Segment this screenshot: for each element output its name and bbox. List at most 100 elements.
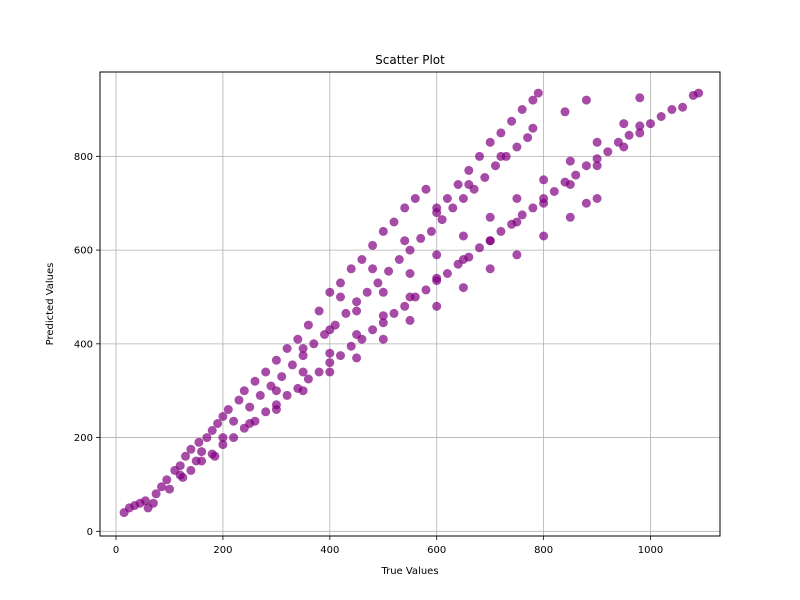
- data-point: [346, 341, 356, 351]
- data-point: [464, 180, 474, 189]
- data-point: [517, 210, 527, 220]
- data-point: [207, 426, 217, 435]
- data-point: [309, 339, 319, 349]
- data-point: [157, 482, 166, 492]
- data-point: [368, 240, 378, 250]
- data-point: [603, 147, 613, 157]
- data-point: [314, 306, 324, 316]
- data-point: [405, 269, 415, 278]
- data-point: [656, 112, 666, 121]
- data-point: [560, 107, 570, 117]
- data-points: [119, 88, 704, 518]
- data-point: [581, 161, 591, 171]
- data-point: [303, 374, 313, 384]
- data-point: [528, 123, 538, 133]
- data-point: [437, 215, 447, 225]
- y-tick-label: 0: [87, 527, 93, 538]
- data-point: [442, 194, 452, 203]
- data-point: [410, 194, 420, 203]
- data-point: [298, 344, 308, 353]
- data-point: [571, 170, 581, 180]
- data-point: [458, 194, 468, 203]
- data-point: [325, 325, 335, 335]
- data-point: [162, 475, 172, 485]
- y-axis-label: Predicted Values: [45, 263, 56, 346]
- data-point: [261, 407, 271, 417]
- data-point: [151, 489, 161, 499]
- data-point: [549, 187, 559, 196]
- data-point: [325, 367, 335, 377]
- data-point: [194, 437, 204, 447]
- data-point: [229, 416, 239, 426]
- data-point: [346, 264, 356, 274]
- data-point: [314, 367, 324, 377]
- data-point: [271, 405, 281, 414]
- data-point: [485, 212, 495, 222]
- data-point: [207, 449, 217, 459]
- y-tick-label: 600: [74, 246, 93, 257]
- data-point: [421, 184, 431, 194]
- data-point: [175, 470, 185, 480]
- data-point: [432, 208, 442, 218]
- data-point: [298, 367, 308, 377]
- data-point: [528, 95, 538, 105]
- y-tick-label: 400: [74, 339, 93, 350]
- data-point: [213, 419, 223, 428]
- data-point: [140, 496, 150, 506]
- data-point: [592, 194, 602, 203]
- data-point: [565, 156, 575, 166]
- data-point: [491, 161, 500, 171]
- data-point: [539, 175, 549, 185]
- data-point: [261, 367, 271, 377]
- data-point: [400, 236, 410, 246]
- data-point: [298, 351, 308, 361]
- data-point: [378, 287, 388, 297]
- data-point: [416, 233, 426, 243]
- data-point: [496, 226, 506, 236]
- data-point: [148, 498, 158, 508]
- data-point: [368, 325, 378, 335]
- data-point: [197, 456, 207, 466]
- data-point: [432, 250, 442, 260]
- data-point: [635, 121, 645, 131]
- data-point: [352, 297, 362, 307]
- axis-ticks: 0 200 400 600 800 1000 0 200 400 600 800: [74, 152, 663, 556]
- data-point: [405, 292, 415, 302]
- data-point: [539, 198, 549, 208]
- data-point: [485, 137, 495, 147]
- data-point: [352, 353, 362, 363]
- data-point: [186, 444, 196, 454]
- data-point: [325, 348, 335, 358]
- x-tick-label: 1000: [638, 545, 663, 556]
- data-point: [234, 395, 244, 405]
- data-point: [592, 161, 602, 171]
- data-point: [432, 273, 442, 283]
- data-point: [389, 308, 399, 318]
- data-point: [250, 376, 260, 386]
- data-point: [496, 128, 506, 138]
- data-point: [592, 137, 602, 147]
- data-point: [368, 264, 378, 274]
- data-point: [458, 283, 468, 293]
- data-point: [448, 203, 458, 213]
- data-point: [394, 255, 404, 264]
- y-tick-label: 800: [74, 152, 93, 163]
- x-tick-label: 200: [213, 545, 232, 556]
- data-point: [581, 95, 591, 105]
- data-point: [405, 315, 415, 325]
- data-point: [512, 142, 522, 152]
- data-point: [619, 119, 629, 129]
- data-point: [458, 231, 468, 241]
- data-point: [400, 301, 410, 311]
- data-point: [480, 173, 490, 182]
- data-point: [357, 255, 367, 264]
- x-tick-label: 600: [427, 545, 446, 556]
- data-point: [464, 165, 474, 175]
- x-tick-label: 800: [534, 545, 553, 556]
- data-point: [528, 203, 538, 213]
- data-point: [181, 451, 190, 461]
- data-point: [218, 440, 228, 450]
- data-point: [202, 433, 212, 443]
- data-point: [218, 412, 228, 421]
- data-point: [373, 278, 383, 288]
